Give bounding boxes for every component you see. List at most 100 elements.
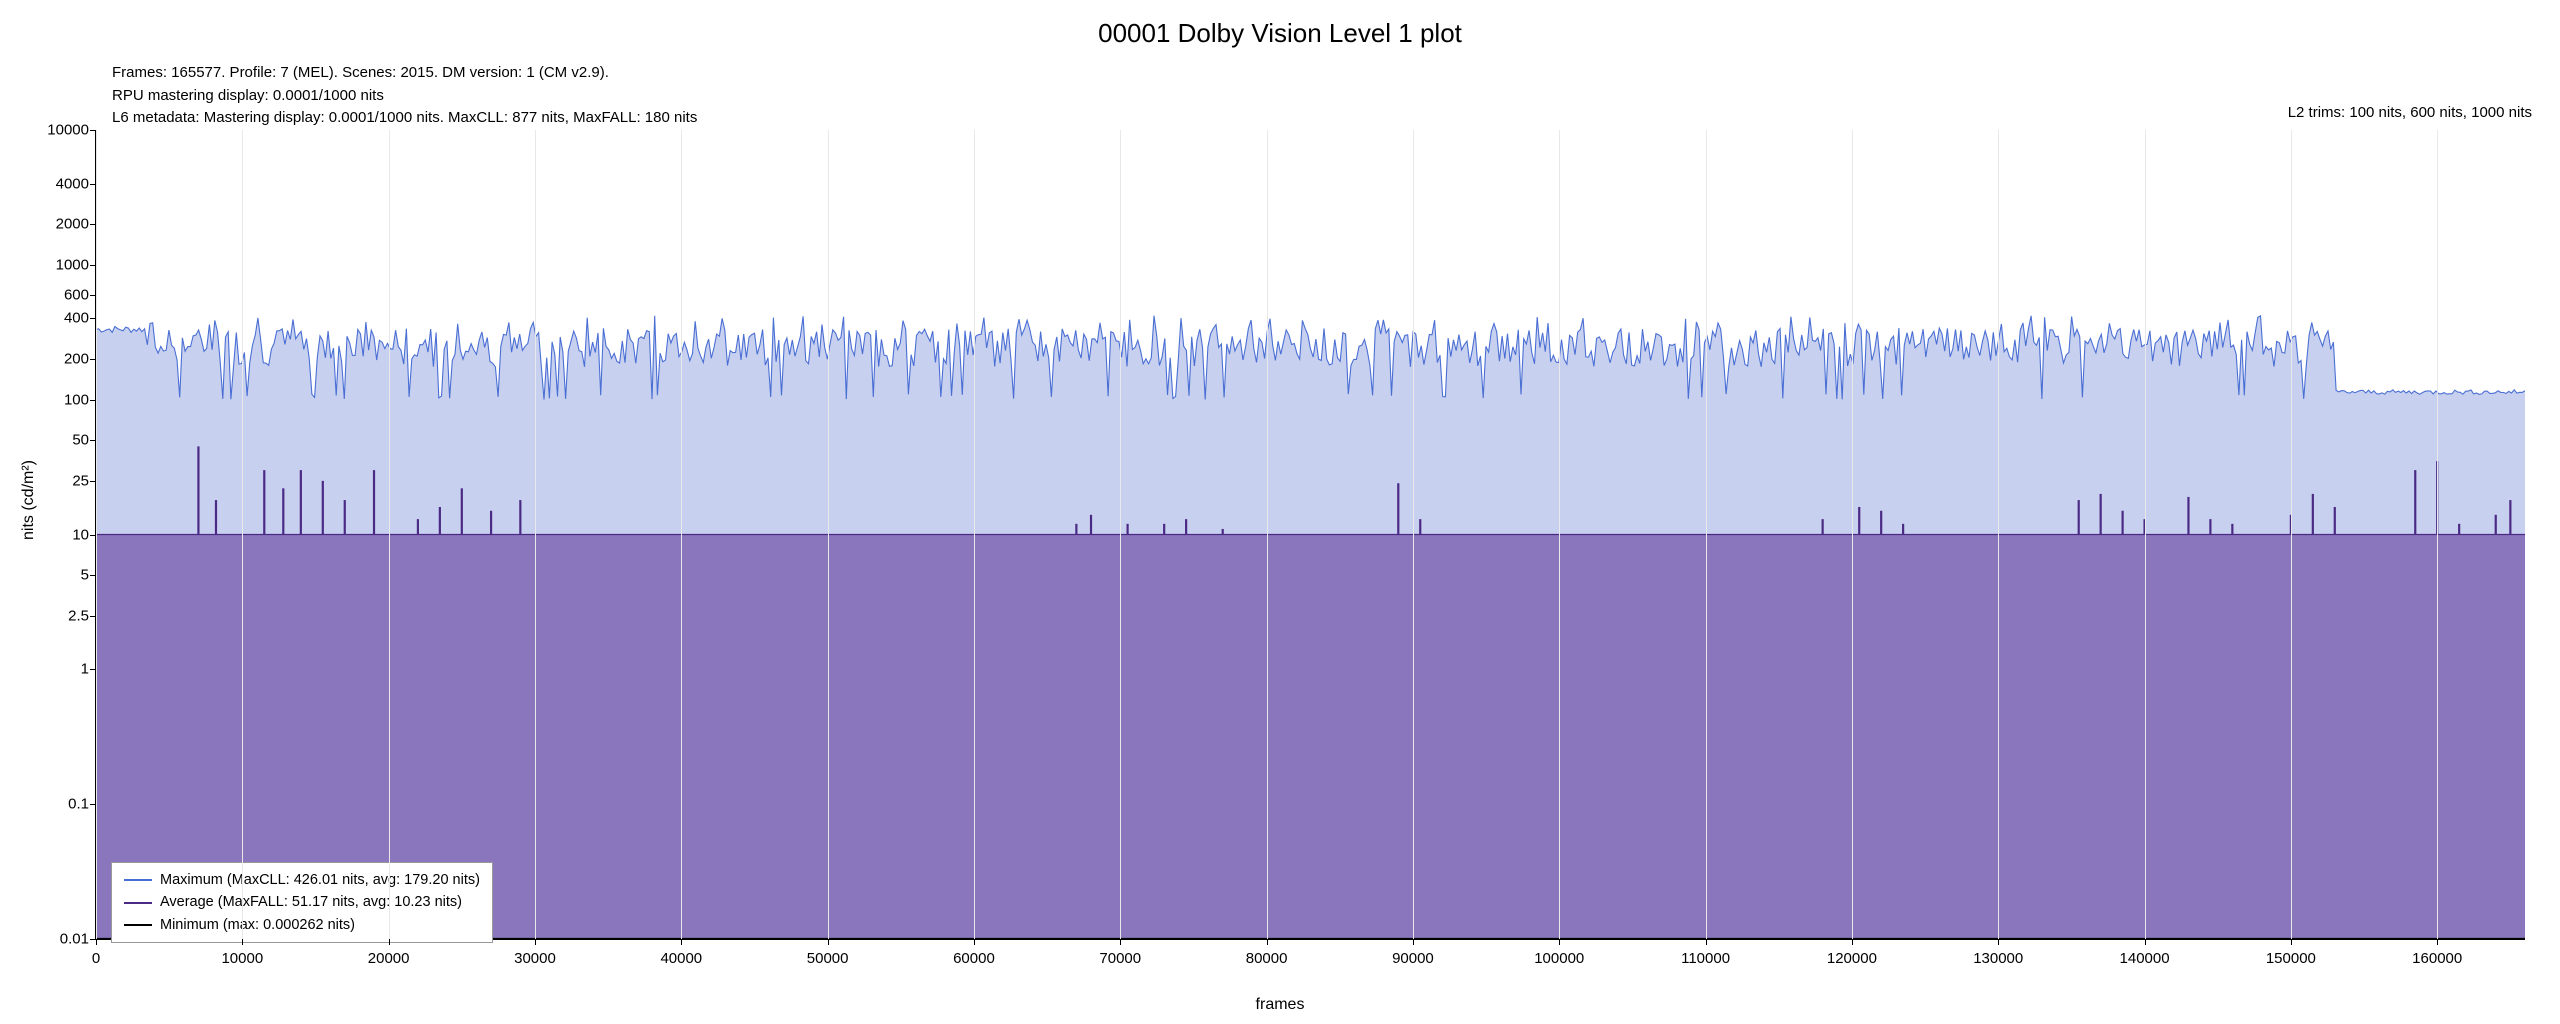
meta-l6-line: L6 metadata: Mastering display: 0.0001/1… — [112, 107, 697, 130]
legend-label: Maximum (MaxCLL: 426.01 nits, avg: 179.2… — [160, 872, 480, 888]
x-tick-mark — [2291, 939, 2292, 945]
x-tick-mark — [1413, 939, 1414, 945]
legend-label: Average (MaxFALL: 51.17 nits, avg: 10.23… — [160, 894, 462, 910]
grid-line-vertical — [1413, 130, 1414, 939]
legend-item: Maximum (MaxCLL: 426.01 nits, avg: 179.2… — [124, 869, 480, 891]
grid-line-vertical — [96, 130, 97, 939]
x-tick-mark — [242, 939, 243, 945]
grid-line-vertical — [242, 130, 243, 939]
metadata-block: Frames: 165577. Profile: 7 (MEL). Scenes… — [112, 62, 697, 130]
x-tick-mark — [2437, 939, 2438, 945]
x-tick-label: 10000 — [221, 950, 263, 967]
y-tick-label: 100 — [34, 391, 89, 408]
grid-line-vertical — [1120, 130, 1121, 939]
y-tick-label: 2.5 — [34, 607, 89, 624]
x-tick-label: 50000 — [807, 950, 849, 967]
y-tick-label: 0.1 — [34, 796, 89, 813]
legend-label: Minimum (max: 0.000262 nits) — [160, 917, 355, 933]
y-tick-mark — [90, 575, 96, 576]
meta-frames-line: Frames: 165577. Profile: 7 (MEL). Scenes… — [112, 62, 697, 85]
legend-item: Minimum (max: 0.000262 nits) — [124, 914, 480, 936]
y-tick-mark — [90, 481, 96, 482]
x-tick-label: 150000 — [2266, 950, 2316, 967]
meta-rpu-line: RPU mastering display: 0.0001/1000 nits — [112, 85, 697, 108]
x-tick-label: 140000 — [2120, 950, 2170, 967]
grid-line-vertical — [1559, 130, 1560, 939]
y-tick-label: 0.01 — [34, 931, 89, 948]
grid-line-vertical — [389, 130, 390, 939]
legend: Maximum (MaxCLL: 426.01 nits, avg: 179.2… — [111, 862, 493, 943]
x-tick-mark — [974, 939, 975, 945]
grid-line-vertical — [828, 130, 829, 939]
x-tick-label: 30000 — [514, 950, 556, 967]
y-tick-mark — [90, 440, 96, 441]
x-tick-mark — [96, 939, 97, 945]
grid-line-vertical — [2437, 130, 2438, 939]
legend-swatch — [124, 879, 152, 881]
chart-svg — [96, 130, 2525, 939]
y-tick-label: 4000 — [34, 175, 89, 192]
x-tick-label: 120000 — [1827, 950, 1877, 967]
y-tick-mark — [90, 804, 96, 805]
x-tick-label: 20000 — [368, 950, 410, 967]
y-tick-mark — [90, 616, 96, 617]
y-tick-mark — [90, 130, 96, 131]
y-tick-mark — [90, 939, 96, 940]
y-tick-mark — [90, 669, 96, 670]
y-tick-label: 25 — [34, 472, 89, 489]
x-tick-mark — [1120, 939, 1121, 945]
y-tick-mark — [90, 359, 96, 360]
legend-swatch — [124, 924, 152, 926]
x-tick-label: 130000 — [1973, 950, 2023, 967]
y-tick-label: 1 — [34, 661, 89, 678]
y-tick-label: 400 — [34, 310, 89, 327]
y-tick-mark — [90, 400, 96, 401]
y-tick-label: 50 — [34, 432, 89, 449]
x-tick-label: 100000 — [1534, 950, 1584, 967]
grid-line-vertical — [1852, 130, 1853, 939]
x-tick-label: 110000 — [1681, 950, 1730, 967]
y-tick-label: 600 — [34, 286, 89, 303]
grid-line-vertical — [535, 130, 536, 939]
y-tick-label: 5 — [34, 567, 89, 584]
x-tick-mark — [1559, 939, 1560, 945]
x-tick-mark — [1998, 939, 1999, 945]
y-tick-mark — [90, 318, 96, 319]
plot-area: Maximum (MaxCLL: 426.01 nits, avg: 179.2… — [95, 130, 2525, 940]
y-tick-label: 200 — [34, 351, 89, 368]
grid-line-vertical — [2145, 130, 2146, 939]
x-tick-mark — [1267, 939, 1268, 945]
meta-l2-trims: L2 trims: 100 nits, 600 nits, 1000 nits — [2288, 104, 2532, 121]
grid-line-vertical — [1267, 130, 1268, 939]
x-tick-label: 70000 — [1099, 950, 1141, 967]
chart-title: 00001 Dolby Vision Level 1 plot — [0, 0, 2560, 49]
legend-item: Average (MaxFALL: 51.17 nits, avg: 10.23… — [124, 891, 480, 913]
grid-line-vertical — [1706, 130, 1707, 939]
y-tick-label: 2000 — [34, 216, 89, 233]
y-tick-mark — [90, 265, 96, 266]
x-tick-label: 80000 — [1246, 950, 1288, 967]
x-tick-label: 40000 — [660, 950, 702, 967]
grid-line-vertical — [681, 130, 682, 939]
x-tick-mark — [1852, 939, 1853, 945]
x-tick-mark — [1706, 939, 1707, 945]
y-tick-mark — [90, 295, 96, 296]
y-tick-mark — [90, 224, 96, 225]
x-tick-mark — [389, 939, 390, 945]
grid-line-vertical — [974, 130, 975, 939]
y-tick-label: 10000 — [34, 122, 89, 139]
y-tick-label: 1000 — [34, 256, 89, 273]
grid-line-vertical — [2291, 130, 2292, 939]
y-tick-mark — [90, 535, 96, 536]
x-tick-mark — [2145, 939, 2146, 945]
x-tick-mark — [681, 939, 682, 945]
x-axis-label: frames — [1256, 996, 1305, 1014]
legend-swatch — [124, 902, 152, 904]
grid-line-vertical — [1998, 130, 1999, 939]
y-tick-mark — [90, 184, 96, 185]
x-tick-label: 90000 — [1392, 950, 1434, 967]
x-tick-mark — [535, 939, 536, 945]
y-tick-label: 10 — [34, 526, 89, 543]
x-tick-label: 160000 — [2412, 950, 2462, 967]
x-tick-label: 0 — [92, 950, 100, 967]
